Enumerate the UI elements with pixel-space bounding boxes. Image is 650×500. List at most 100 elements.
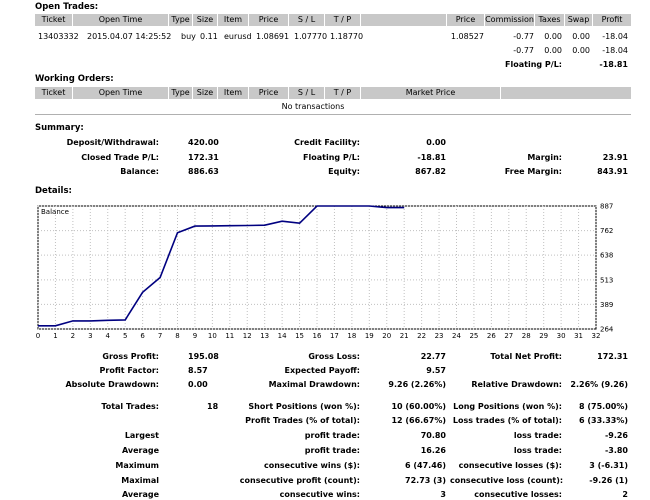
maximum-label: Maximum	[115, 461, 159, 470]
x-tick-label: 32	[592, 332, 601, 340]
profit-trades-label: Profit Trades (% of total):	[245, 416, 360, 425]
working-orders-title: Working Orders:	[35, 74, 114, 84]
col-type: Type	[169, 14, 193, 26]
wo-col-size: Size	[193, 87, 218, 99]
details-title: Details:	[35, 186, 72, 196]
total-taxes: 0.00	[544, 46, 562, 55]
total-net-profit-value: 172.31	[597, 352, 628, 361]
total-profit: -18.04	[602, 46, 628, 55]
trade-sl: 1.07770	[294, 32, 328, 41]
x-tick-label: 24	[452, 332, 461, 340]
total-commission: -0.77	[513, 46, 534, 55]
avg-losses-label: consecutive losses:	[474, 490, 562, 499]
chart-title: Balance	[41, 208, 69, 216]
x-tick-label: 22	[417, 332, 426, 340]
largest-profit-label: profit trade:	[304, 431, 360, 440]
margin-label: Margin:	[527, 153, 562, 162]
wo-col-open-time: Open Time	[73, 87, 169, 99]
summary-title: Summary:	[35, 123, 84, 133]
maximal-loss-value: -9.26 (1)	[589, 476, 628, 485]
x-tick-label: 15	[295, 332, 304, 340]
balance-value: 886.63	[188, 167, 219, 176]
absolute-drawdown-label: Absolute Drawdown:	[65, 380, 159, 389]
trade-price: 1.08691	[256, 32, 290, 41]
x-tick-label: 20	[382, 332, 391, 340]
open-trades-title: Open Trades:	[35, 2, 99, 12]
wo-col-sl: S / L	[289, 87, 325, 99]
col-sl: S / L	[289, 14, 325, 26]
largest-loss-label: loss trade:	[513, 431, 562, 440]
x-tick-label: 18	[347, 332, 356, 340]
y-tick-label: 638	[600, 252, 613, 260]
equity-label: Equity:	[328, 167, 360, 176]
equity-value: 867.82	[415, 167, 446, 176]
x-tick-label: 23	[435, 332, 444, 340]
col-taxes: Taxes	[535, 14, 565, 26]
max-losses-value: 3 (-6.31)	[589, 461, 628, 470]
col-tp: T / P	[325, 14, 361, 26]
summary-floating-label: Floating P/L:	[303, 153, 360, 162]
gross-loss-value: 22.77	[420, 352, 446, 361]
short-positions-label: Short Positions (won %):	[248, 402, 360, 411]
expected-payoff-value: 9.57	[426, 366, 446, 375]
relative-drawdown-value: 2.26% (9.26)	[570, 380, 628, 389]
y-tick-label: 264	[600, 326, 614, 334]
maximal-profit-label: consecutive profit (count):	[239, 476, 360, 485]
trade-swap: 0.00	[572, 32, 590, 41]
margin-value: 23.91	[602, 153, 628, 162]
trade-taxes: 0.00	[544, 32, 562, 41]
wo-col-market-price: Market Price	[361, 87, 501, 99]
col-ticket: Ticket	[35, 14, 73, 26]
maximal-drawdown-value: 9.26 (2.26%)	[388, 380, 446, 389]
wo-col-ticket: Ticket	[35, 87, 73, 99]
x-tick-label: 31	[574, 332, 583, 340]
maximal-label: Maximal	[121, 476, 159, 485]
trade-close-price: 1.08527	[450, 32, 484, 41]
trade-ticket: 13403332	[38, 32, 79, 41]
no-transactions: No transactions	[281, 102, 345, 111]
x-tick-label: 11	[225, 332, 234, 340]
average-loss-value: -3.80	[604, 446, 628, 455]
x-tick-label: 21	[400, 332, 409, 340]
col-item: Item	[218, 14, 249, 26]
maximal-loss-label: consecutive loss (count):	[450, 476, 564, 485]
trade-tp: 1.18770	[330, 32, 364, 41]
credit-label: Credit Facility:	[294, 138, 360, 147]
col-open-time: Open Time	[73, 14, 169, 26]
col-size: Size	[193, 14, 218, 26]
average-loss-label: loss trade:	[513, 446, 562, 455]
avg-losses-value: 2	[622, 490, 628, 499]
largest-profit-value: 70.80	[420, 431, 446, 440]
x-tick-label: 0	[36, 332, 40, 340]
max-wins-label: consecutive wins ($):	[263, 461, 360, 470]
deposit-value: 420.00	[188, 138, 219, 147]
y-tick-label: 513	[600, 276, 613, 284]
average-profit-value: 16.26	[420, 446, 446, 455]
gross-profit-value: 195.08	[188, 352, 219, 361]
floating-pl-label: Floating P/L:	[505, 60, 562, 69]
balance-line	[38, 205, 405, 327]
trade-item: eurusd	[224, 32, 252, 41]
average2-label: Average	[121, 490, 159, 499]
avg-wins-value: 3	[440, 490, 446, 499]
x-tick-label: 27	[504, 332, 513, 340]
max-wins-value: 6 (47.46)	[405, 461, 446, 470]
wo-col-price: Price	[249, 87, 289, 99]
x-tick-label: 10	[208, 332, 217, 340]
deposit-label: Deposit/Withdrawal:	[66, 138, 159, 147]
long-positions-label: Long Positions (won %):	[453, 402, 562, 411]
trade-profit: -18.04	[602, 32, 628, 41]
working-orders-header: Ticket Open Time Type Size Item Price S …	[35, 87, 631, 99]
long-positions-value: 8 (75.00%)	[579, 402, 628, 411]
profit-factor-label: Profit Factor:	[99, 366, 159, 375]
credit-value: 0.00	[426, 138, 446, 147]
total-swap: 0.00	[572, 46, 590, 55]
balance-label: Balance:	[120, 167, 159, 176]
expected-payoff-label: Expected Payoff:	[284, 366, 360, 375]
loss-trades-label: Loss trades (% of total):	[452, 416, 562, 425]
profit-factor-value: 8.57	[188, 366, 208, 375]
max-losses-label: consecutive losses ($):	[458, 461, 562, 470]
col-commission: Commission	[485, 14, 535, 26]
x-tick-label: 2	[71, 332, 75, 340]
